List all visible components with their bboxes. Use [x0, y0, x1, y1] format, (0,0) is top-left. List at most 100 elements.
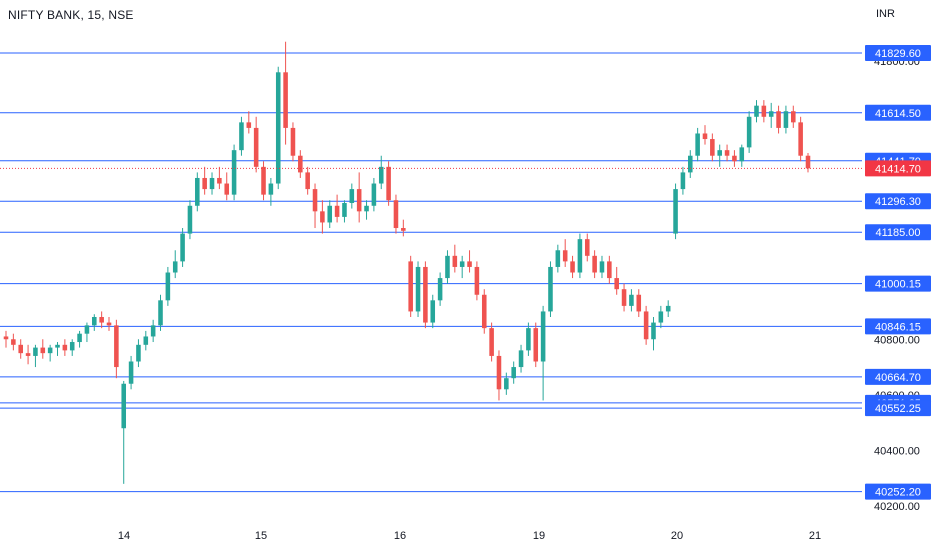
candle-body [401, 228, 406, 231]
currency-label: INR [876, 8, 895, 20]
level-label: 40846.15 [875, 321, 921, 333]
candle-body [408, 261, 413, 312]
y-tick-label: 40400.00 [874, 445, 920, 457]
candle-body [33, 347, 38, 356]
candle-body [165, 272, 171, 301]
candle-body [187, 205, 193, 234]
candle-body [776, 111, 781, 128]
candle-body [47, 347, 53, 354]
candle-body [562, 250, 568, 262]
x-tick-label: 19 [533, 530, 545, 542]
candle-body [445, 255, 450, 279]
candle-body [687, 155, 693, 173]
candle-body [791, 111, 796, 123]
candle-body [732, 155, 737, 162]
candle-body [481, 294, 487, 329]
candle-body [275, 72, 281, 184]
candle-body [658, 311, 664, 323]
candle-body [570, 261, 575, 273]
candle-body [261, 166, 266, 195]
candle-body [253, 127, 259, 167]
candle-body [62, 344, 68, 351]
candle-body [128, 361, 134, 384]
candle-body [636, 294, 642, 312]
level-label: 40252.20 [875, 487, 921, 499]
candle-body [283, 72, 288, 128]
candle-body [195, 177, 200, 206]
candle-body [415, 266, 421, 312]
level-badge [865, 400, 931, 417]
candle-body [327, 205, 333, 223]
level-badge [865, 275, 931, 292]
candle-body [511, 367, 516, 379]
last-price: 41414.70 [0, 160, 931, 177]
candle-body [121, 383, 127, 429]
level-label: 41000.15 [875, 279, 921, 291]
level-label: 41296.30 [875, 196, 921, 208]
candle-body [217, 177, 222, 184]
candle-body [467, 261, 472, 267]
level-label: 41185.00 [875, 227, 920, 239]
candle-body [459, 261, 465, 267]
candle-body [92, 317, 97, 326]
candle-body [739, 147, 745, 162]
candle-body [768, 111, 774, 117]
last-price-label: 41414.70 [875, 163, 921, 175]
x-tick-label: 21 [809, 530, 821, 542]
candle-body [334, 205, 340, 217]
candle-body [599, 261, 605, 273]
x-tick-label: 16 [394, 530, 406, 542]
candle-body [533, 328, 539, 362]
candle-body [761, 105, 767, 117]
candle-body [298, 155, 303, 173]
candle-body [378, 166, 384, 184]
candle-body [231, 150, 237, 195]
candle-body [504, 378, 509, 390]
candle-body [496, 355, 502, 390]
candle-body [577, 239, 583, 273]
candle-body [643, 311, 649, 340]
candle-body [150, 325, 156, 337]
candle-body [114, 325, 119, 368]
candle-body [783, 111, 789, 128]
y-tick-label: 40800.00 [874, 334, 920, 346]
candle-body [614, 278, 619, 290]
candle-body [202, 177, 207, 190]
candle-body [371, 183, 377, 206]
candle-body [680, 172, 686, 190]
candle-body [798, 122, 803, 156]
candle-body [430, 300, 436, 323]
candle-body [77, 333, 82, 343]
candle-body [356, 189, 362, 212]
candle-body [312, 189, 318, 212]
level-badge [865, 224, 931, 241]
candle-body [805, 155, 811, 169]
candle-body [695, 133, 700, 156]
candle-body [724, 150, 730, 156]
x-tick-label: 15 [255, 530, 267, 542]
candle-body [548, 266, 553, 312]
candle-body [342, 202, 347, 217]
candle-body [651, 322, 656, 340]
candle-body [290, 127, 296, 156]
level-badge [865, 318, 931, 335]
level-label: 41614.50 [875, 108, 921, 120]
candle-body [99, 317, 104, 323]
candle-body [746, 116, 752, 148]
level-label: 40664.70 [875, 372, 921, 384]
candle-body [364, 205, 369, 212]
candle-body [717, 150, 722, 156]
candle-body [84, 325, 90, 334]
level-label: 40552.25 [875, 403, 921, 415]
level-badge [865, 368, 931, 385]
level-badge [865, 483, 931, 500]
last-price-badge [865, 160, 931, 177]
candle-body [540, 311, 546, 362]
candle-body [349, 189, 355, 203]
candle-body [11, 339, 16, 345]
candle-body [268, 183, 274, 195]
candle-body [320, 211, 325, 223]
candle-body [555, 250, 561, 267]
candle-body [665, 305, 671, 312]
